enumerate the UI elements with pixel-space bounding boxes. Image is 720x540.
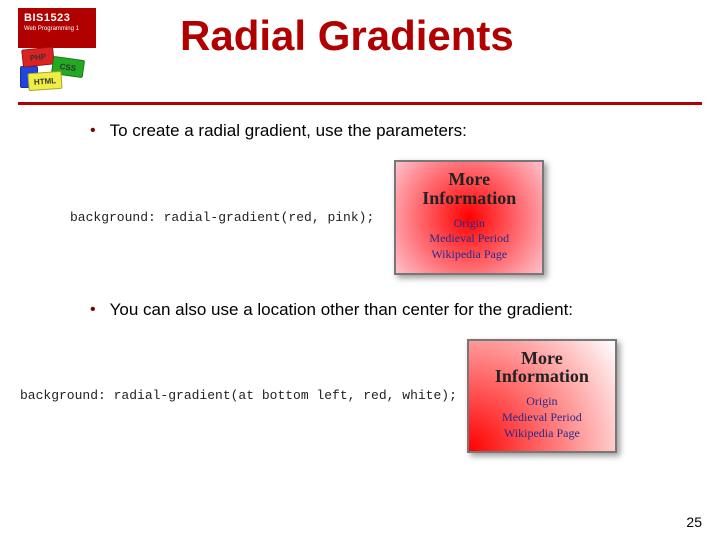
demo-2-link-1: Medieval Period	[475, 410, 609, 426]
slide-header: BIS1523 Web Programming 1 PHP CSS HTML R…	[0, 0, 720, 110]
slide-title: Radial Gradients	[180, 12, 514, 60]
course-code: BIS1523	[24, 12, 90, 24]
demo-2-title: More Information	[475, 349, 609, 387]
block-php: PHP	[21, 46, 55, 67]
gradient-demo-1: More Information Origin Medieval Period …	[394, 160, 544, 275]
bullet-2-text: You can also use a location other than c…	[110, 299, 573, 321]
bullet-2: • You can also use a location other than…	[90, 299, 720, 321]
course-logo: BIS1523 Web Programming 1	[18, 8, 96, 48]
bullet-dot-icon: •	[90, 299, 96, 321]
demo-2-links: Origin Medieval Period Wikipedia Page	[475, 394, 609, 441]
demo-1-link-0: Origin	[402, 216, 536, 232]
demo-2-link-0: Origin	[475, 394, 609, 410]
demo-1-title: More Information	[402, 170, 536, 208]
bullet-1: • To create a radial gradient, use the p…	[90, 120, 720, 142]
bullet-1-text: To create a radial gradient, use the par…	[110, 120, 467, 142]
lego-blocks-graphic: PHP CSS HTML	[18, 48, 88, 103]
gradient-demo-2: More Information Origin Medieval Period …	[467, 339, 617, 454]
slide-content: • To create a radial gradient, use the p…	[0, 120, 720, 477]
block-html: HTML	[27, 71, 62, 91]
code-snippet-1: background: radial-gradient(red, pink);	[70, 210, 374, 225]
demo-1-link-2: Wikipedia Page	[402, 247, 536, 263]
title-underline	[18, 102, 702, 105]
example-2: background: radial-gradient(at bottom le…	[20, 339, 720, 454]
page-number: 25	[686, 514, 702, 530]
course-subtitle: Web Programming 1	[24, 26, 90, 32]
demo-1-links: Origin Medieval Period Wikipedia Page	[402, 216, 536, 263]
bullet-dot-icon: •	[90, 120, 96, 142]
demo-2-link-2: Wikipedia Page	[475, 426, 609, 442]
demo-1-link-1: Medieval Period	[402, 231, 536, 247]
code-snippet-2: background: radial-gradient(at bottom le…	[20, 388, 457, 403]
example-1: background: radial-gradient(red, pink); …	[70, 160, 720, 275]
